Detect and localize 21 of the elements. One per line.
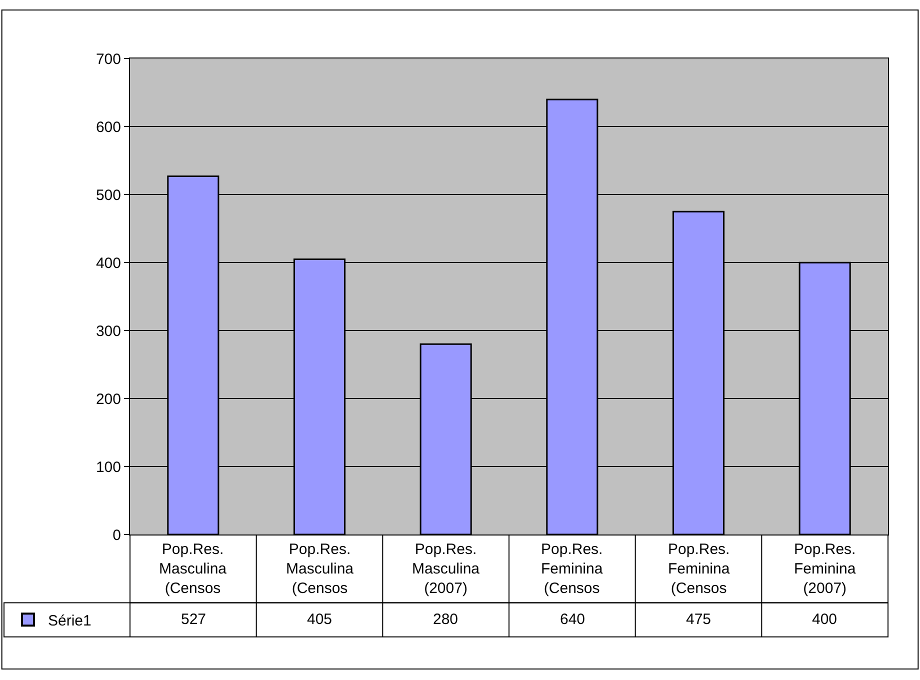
y-tick-label: 100 [96,458,121,476]
x-tick-label: Pop.Res. Masculina (Censos [286,541,354,597]
y-tick-label: 0 [112,526,121,544]
data-label: 280 [433,611,458,628]
x-tick-label: Pop.Res. Feminina (Censos [668,541,730,597]
data-label: 405 [307,611,332,628]
x-tick-label: Pop.Res. Masculina (2007) [412,541,480,597]
y-tick-label: 400 [96,254,121,272]
y-tick-label: 300 [96,322,121,340]
data-label: 400 [812,611,838,628]
x-tick-label: Pop.Res. Feminina (2007) [794,541,856,597]
y-tick-label: 500 [96,186,121,204]
data-label: 640 [560,611,586,628]
x-tick-label: Pop.Res. Masculina (Censos [159,541,228,597]
x-tick-label: Pop.Res. Feminina (Censos [541,541,604,597]
y-tick-label: 700 [96,50,121,68]
y-tick-label: 600 [96,118,121,136]
data-label: 475 [686,611,712,628]
legend-label: Série1 [48,612,92,630]
data-label: 527 [181,611,206,628]
y-tick-label: 200 [96,390,121,408]
